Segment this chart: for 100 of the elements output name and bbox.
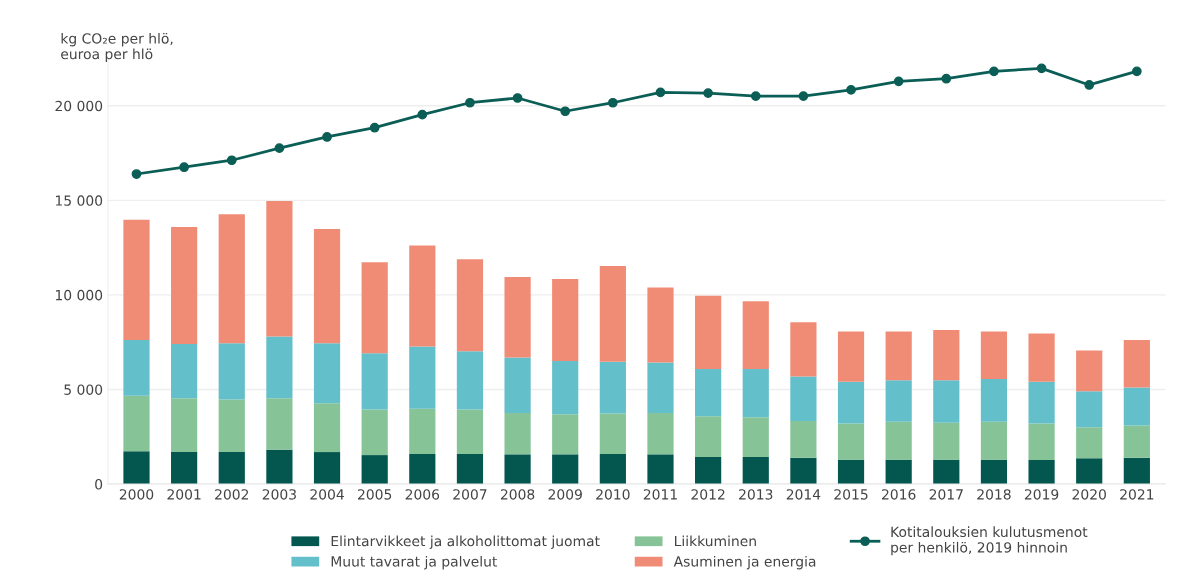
x-tick-label: 2012 bbox=[691, 489, 725, 500]
bar bbox=[218, 399, 245, 453]
bar bbox=[1028, 423, 1055, 461]
bar bbox=[885, 459, 912, 485]
y-tick-label: 20 000 bbox=[55, 100, 103, 112]
bar bbox=[456, 259, 484, 352]
bar bbox=[361, 455, 388, 485]
x-tick-label: 2003 bbox=[262, 489, 296, 500]
legend-label: Kotitalouksien kulutusmenot per henkilö, 2019 hinnoin bbox=[891, 526, 1088, 556]
point bbox=[417, 109, 428, 120]
bar bbox=[218, 452, 245, 485]
bar bbox=[1123, 340, 1150, 388]
x-tick-label: 2021 bbox=[1120, 489, 1154, 500]
bar bbox=[171, 398, 198, 453]
bar bbox=[123, 451, 150, 485]
bar bbox=[361, 262, 388, 354]
bar bbox=[218, 214, 245, 344]
point bbox=[179, 162, 189, 173]
bar bbox=[980, 421, 1008, 460]
bar bbox=[1123, 387, 1150, 426]
bar bbox=[361, 409, 388, 456]
bar bbox=[599, 265, 626, 362]
x-tick-label: 2001 bbox=[167, 489, 201, 500]
point bbox=[1084, 80, 1095, 90]
x-tick-label: 2013 bbox=[739, 489, 773, 500]
point bbox=[274, 143, 285, 153]
bar bbox=[790, 322, 817, 377]
bar bbox=[885, 421, 912, 460]
bar bbox=[1028, 460, 1055, 485]
y-tick-label: 5 000 bbox=[64, 384, 103, 395]
y-tick-label: 0 bbox=[95, 479, 103, 490]
legend-label: Liikkuminen bbox=[675, 535, 756, 547]
x-tick-label: 2011 bbox=[643, 489, 677, 500]
bar bbox=[1076, 458, 1103, 485]
bar bbox=[409, 453, 436, 485]
bar bbox=[695, 295, 722, 370]
point bbox=[560, 106, 571, 117]
bar bbox=[456, 453, 484, 485]
bar bbox=[1076, 427, 1103, 459]
x-tick-label: 2017 bbox=[929, 489, 963, 500]
point bbox=[607, 97, 618, 108]
bar bbox=[552, 360, 579, 415]
bar bbox=[218, 343, 245, 400]
point bbox=[703, 88, 713, 98]
x-tick-label: 2007 bbox=[453, 489, 487, 500]
bar bbox=[171, 343, 198, 399]
bar bbox=[933, 330, 960, 381]
bar bbox=[647, 413, 674, 455]
bar bbox=[933, 422, 960, 460]
bar bbox=[599, 453, 626, 485]
bar bbox=[504, 454, 531, 485]
point bbox=[798, 91, 809, 101]
point bbox=[846, 85, 856, 95]
bar bbox=[790, 421, 817, 458]
x-tick-label: 2015 bbox=[834, 489, 868, 500]
y-tick-label: 15 000 bbox=[55, 195, 103, 206]
bar bbox=[742, 369, 769, 418]
bar bbox=[1028, 381, 1055, 424]
x-tick-label: 2002 bbox=[215, 489, 249, 500]
bar bbox=[123, 340, 150, 396]
bar bbox=[742, 457, 769, 485]
bar bbox=[647, 362, 674, 414]
bar bbox=[266, 449, 293, 485]
bar bbox=[123, 395, 150, 452]
point bbox=[989, 66, 999, 77]
bar bbox=[1123, 457, 1150, 485]
bar bbox=[409, 245, 436, 347]
bar bbox=[837, 381, 865, 424]
bar bbox=[980, 379, 1008, 422]
y-tick-label: 10 000 bbox=[55, 289, 103, 301]
point bbox=[1036, 63, 1047, 74]
bar bbox=[1076, 391, 1103, 428]
x-tick-label: 2010 bbox=[596, 489, 630, 500]
bar bbox=[647, 287, 674, 363]
point bbox=[322, 132, 332, 142]
bar bbox=[980, 459, 1008, 485]
bar bbox=[647, 454, 674, 485]
bar bbox=[171, 452, 198, 485]
bar bbox=[885, 331, 912, 381]
bar bbox=[313, 343, 341, 404]
bar bbox=[980, 331, 1008, 380]
bar bbox=[266, 201, 293, 337]
legend-label: Elintarvikkeet ja alkoholittomat juomat bbox=[331, 535, 600, 549]
bar bbox=[790, 457, 817, 485]
point bbox=[369, 122, 380, 133]
x-tick-label: 2005 bbox=[358, 489, 392, 500]
bar bbox=[313, 403, 341, 453]
bar bbox=[409, 346, 436, 409]
bar bbox=[837, 331, 865, 382]
bar bbox=[456, 351, 484, 410]
bar bbox=[504, 277, 531, 358]
bar bbox=[361, 353, 388, 410]
bar bbox=[933, 459, 960, 485]
x-tick-label: 2004 bbox=[310, 489, 344, 500]
point bbox=[512, 93, 523, 103]
bar bbox=[1076, 350, 1103, 392]
bar bbox=[742, 417, 769, 457]
point bbox=[941, 73, 952, 84]
bar bbox=[266, 398, 293, 450]
bar bbox=[266, 336, 293, 399]
